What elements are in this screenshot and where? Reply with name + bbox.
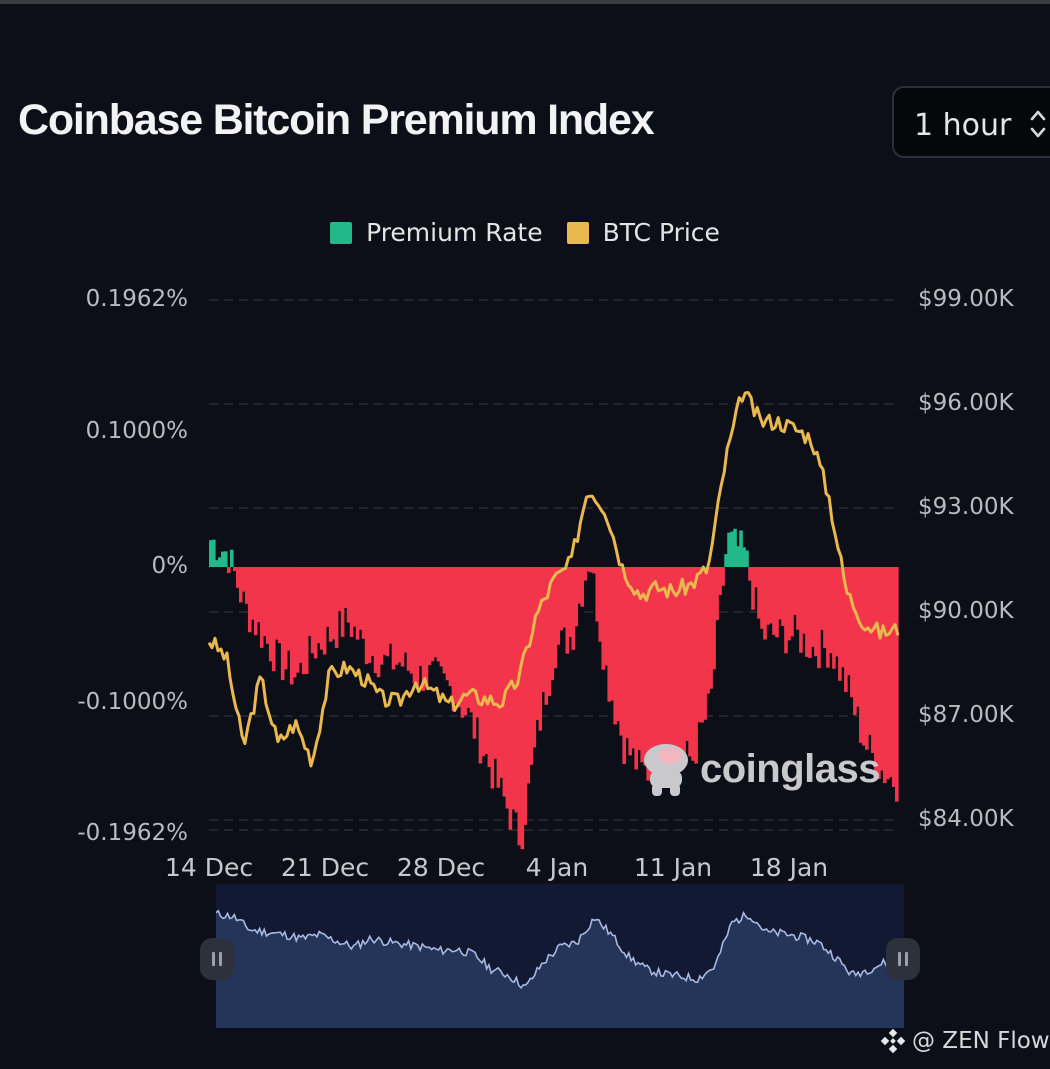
navigator-mini-chart (216, 909, 904, 1028)
left-axis-tick: 0% (151, 553, 189, 579)
watermark-text: coinglass (700, 746, 881, 791)
x-axis-tick: 4 Jan (525, 853, 589, 882)
interval-select[interactable]: 1 hour (892, 86, 1050, 158)
navigator-right-handle[interactable] (886, 938, 920, 980)
x-axis-tick: 11 Jan (633, 853, 713, 882)
right-axis-tick: $96.00K (918, 390, 1014, 416)
btc-price-line (207, 391, 900, 768)
author-credit: @ ZEN Flow (880, 1028, 1050, 1054)
up-down-chevron-icon (1030, 110, 1046, 138)
premium-rate-series (209, 528, 899, 850)
btc-price-swatch (566, 221, 589, 244)
x-axis-tick: 21 Dec (280, 853, 370, 882)
coinglass-mascot-icon (644, 744, 688, 796)
legend-label: BTC Price (602, 218, 720, 247)
credit-text: @ ZEN Flow (912, 1028, 1050, 1054)
coinglass-watermark: coinglass (640, 740, 881, 798)
left-axis-tick: 0.1000% (85, 418, 188, 444)
window-top-edge (0, 0, 1050, 4)
x-axis-tick: 14 Dec (164, 853, 254, 882)
legend-item-btc-price[interactable]: BTC Price (566, 218, 720, 247)
left-axis-tick: -0.1000% (77, 689, 188, 715)
legend-label: Premium Rate (366, 218, 543, 247)
left-axis-tick: 0.1962% (85, 286, 188, 312)
page-title: Coinbase Bitcoin Premium Index (18, 96, 655, 144)
left-axis-tick: -0.1962% (77, 820, 188, 846)
premium-rate-swatch (330, 221, 353, 244)
navigator-left-handle[interactable] (200, 938, 234, 980)
range-navigator[interactable] (216, 884, 904, 1028)
legend-item-premium-rate[interactable]: Premium Rate (330, 218, 543, 247)
x-axis-tick: 18 Jan (749, 853, 829, 882)
right-axis-tick: $93.00K (918, 494, 1014, 520)
interval-select-value: 1 hour (914, 108, 1012, 143)
chart-legend: Premium Rate BTC Price (0, 218, 1050, 247)
x-axis-tick: 28 Dec (396, 853, 486, 882)
right-axis-tick: $84.00K (918, 806, 1014, 832)
binance-logo-icon (880, 1028, 906, 1054)
right-axis-tick: $87.00K (918, 702, 1014, 728)
right-axis-tick: $90.00K (918, 598, 1014, 624)
right-axis-tick: $99.00K (918, 286, 1014, 312)
